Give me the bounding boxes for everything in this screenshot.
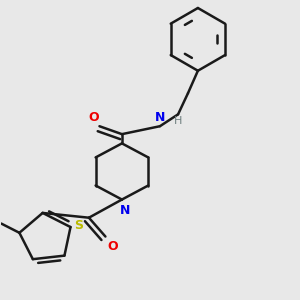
Text: N: N bbox=[155, 111, 165, 124]
Text: S: S bbox=[74, 219, 83, 232]
Text: N: N bbox=[119, 203, 130, 217]
Text: O: O bbox=[88, 111, 99, 124]
Text: O: O bbox=[107, 240, 118, 253]
Text: H: H bbox=[174, 116, 182, 126]
